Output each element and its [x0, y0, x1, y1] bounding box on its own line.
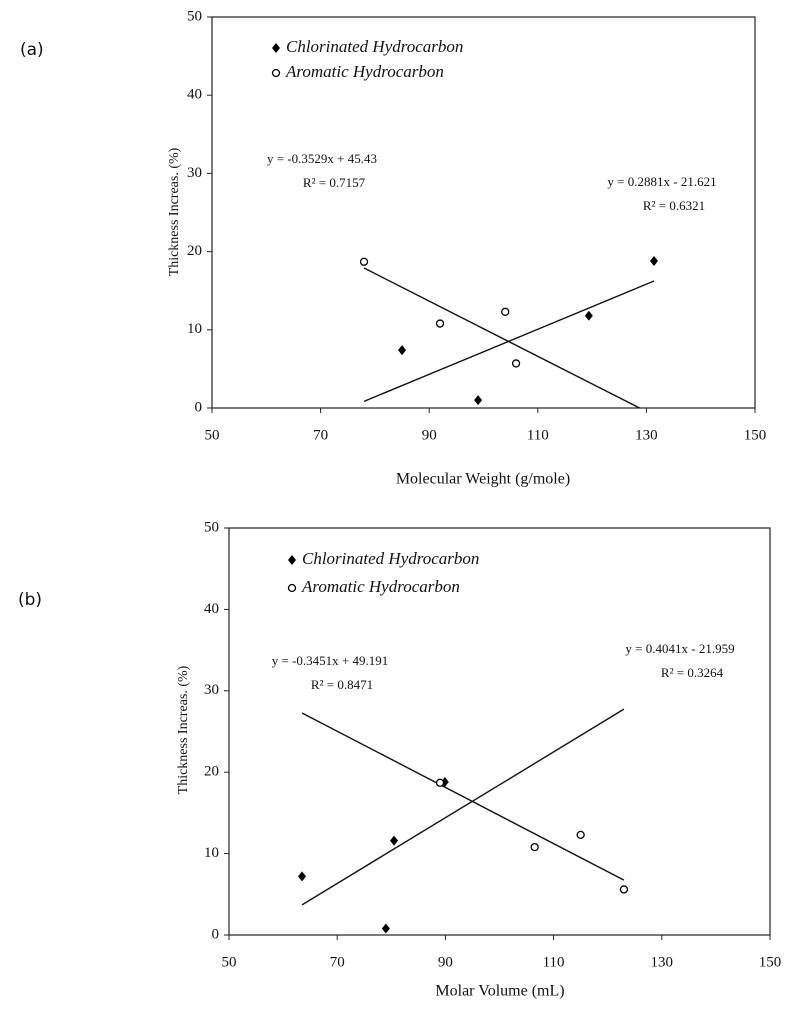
- x-tick-label: 90: [438, 954, 453, 970]
- trend-equation: y = 0.4041x - 21.959: [625, 641, 734, 656]
- y-tick-label: 50: [187, 8, 202, 24]
- x-tick-label: 70: [313, 427, 328, 443]
- y-tick-label: 40: [187, 87, 202, 103]
- marker-diamond: [474, 395, 482, 405]
- legend-label: Chlorinated Hydrocarbon: [286, 37, 463, 56]
- x-tick-label: 110: [543, 954, 565, 970]
- trend-r-squared: R² = 0.8471: [311, 677, 373, 692]
- marker-circle: [502, 308, 509, 315]
- x-tick-label: 50: [205, 427, 220, 443]
- y-tick-label: 20: [204, 764, 219, 780]
- marker-circle: [361, 258, 368, 265]
- x-tick-label: 50: [222, 954, 237, 970]
- y-tick-label: 20: [187, 243, 202, 259]
- trend-r-squared: R² = 0.7157: [303, 175, 366, 190]
- marker-circle: [437, 320, 444, 327]
- x-tick-label: 110: [527, 427, 549, 443]
- trend-r-squared: R² = 0.6321: [643, 198, 705, 213]
- legend-marker: [289, 585, 296, 592]
- y-tick-label: 0: [195, 399, 203, 415]
- trend-equation: y = 0.2881x - 21.621: [607, 174, 716, 189]
- x-tick-label: 150: [744, 427, 767, 443]
- legend-label: Aromatic Hydrocarbon: [301, 577, 460, 596]
- y-tick-label: 10: [187, 321, 202, 337]
- legend-label: Aromatic Hydrocarbon: [285, 62, 444, 81]
- y-tick-label: 30: [187, 165, 202, 181]
- marker-diamond: [650, 256, 658, 266]
- x-tick-label: 130: [651, 954, 674, 970]
- page: {"chart_data": [ {"type": "scatter", "pa…: [0, 0, 796, 1011]
- marker-circle: [620, 886, 627, 893]
- figure: (a) 0 10 20 30 40 50 50 70 90 110 130 150 Thickness I…: [0, 0, 796, 1011]
- y-tick-label: 10: [204, 845, 219, 861]
- x-axis-title: Molecular Weight (g/mole): [396, 471, 570, 488]
- legend-marker: [288, 555, 296, 565]
- x-tick-label: 70: [330, 954, 345, 970]
- trend-r-squared: R² = 0.3264: [661, 665, 724, 680]
- y-tick-label: 40: [204, 601, 219, 617]
- trendline: [364, 268, 654, 415]
- legend-marker: [273, 70, 280, 77]
- x-tick-label: 130: [635, 427, 658, 443]
- x-tick-label: 150: [759, 954, 782, 970]
- y-axis-title: Thickness Increas. (%): [167, 147, 182, 276]
- y-axis-title: Thickness Increas. (%): [176, 665, 191, 794]
- legend-label: Chlorinated Hydrocarbon: [302, 549, 479, 568]
- marker-circle: [577, 831, 584, 838]
- marker-diamond: [298, 871, 306, 881]
- trend-equation: y = -0.3451x + 49.191: [272, 653, 389, 668]
- marker-diamond: [398, 345, 406, 355]
- marker-diamond: [390, 836, 398, 846]
- marker-diamond: [382, 923, 390, 933]
- trend-equation: y = -0.3529x + 45.43: [267, 151, 377, 166]
- marker-diamond: [585, 311, 593, 321]
- marker-circle: [531, 844, 538, 851]
- y-tick-label: 0: [212, 926, 220, 942]
- marker-circle: [513, 360, 520, 367]
- x-axis-title: Molar Volume (mL): [435, 983, 564, 1000]
- marker-circle: [436, 779, 443, 786]
- y-tick-label: 30: [204, 682, 219, 698]
- x-tick-label: 90: [422, 427, 437, 443]
- panel-label: (a): [20, 40, 44, 60]
- legend-marker: [272, 43, 280, 53]
- y-tick-label: 50: [204, 519, 219, 535]
- panel-label: (b): [18, 590, 42, 610]
